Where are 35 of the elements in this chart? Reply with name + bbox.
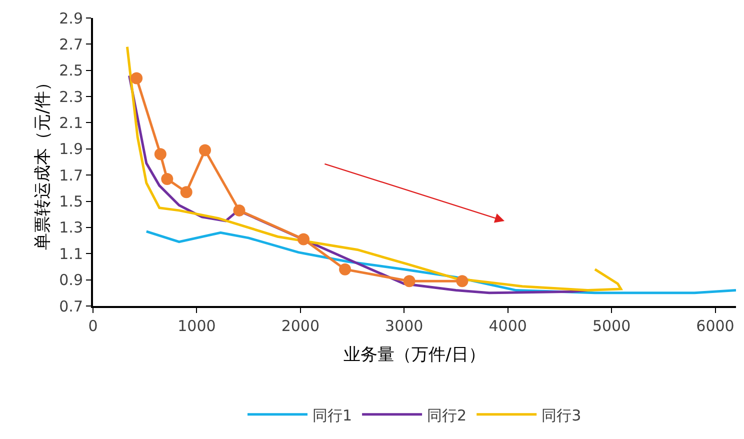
y-tick-label: 1.1	[59, 244, 83, 263]
y-tick-label: 1.7	[59, 166, 83, 184]
point	[339, 263, 352, 276]
legend-label: 同行1	[312, 406, 352, 424]
x-tick-label: 4000	[488, 317, 527, 335]
y-tick-label: 2.1	[59, 114, 83, 132]
x-axis-title: 业务量（万件/日）	[344, 344, 486, 365]
legend-label: 同行3	[542, 406, 582, 424]
point	[180, 186, 192, 198]
x-tick-label: 3000	[385, 317, 424, 335]
line-series	[126, 46, 622, 292]
x-tick-label: 5000	[592, 317, 631, 335]
x-tick-label: 0	[88, 317, 98, 335]
legend-label: 同行2	[427, 406, 467, 424]
x-tick-label: 2000	[281, 317, 320, 335]
y-tick-label: 2.5	[59, 62, 83, 80]
y-tick-label: 2.3	[59, 88, 83, 106]
point	[233, 204, 246, 216]
point	[456, 275, 468, 288]
point	[161, 173, 174, 186]
y-tick-label: 0.7	[59, 297, 83, 316]
y-tick-label: 1.9	[59, 140, 83, 158]
point	[298, 233, 310, 246]
point	[154, 148, 166, 160]
y-tick-label: 2.7	[59, 35, 83, 54]
point	[130, 72, 143, 84]
x-tick-label: 6000	[696, 317, 734, 335]
y-tick-label: 0.9	[59, 271, 83, 290]
point	[199, 144, 212, 156]
y-tick-label: 1.5	[59, 192, 83, 211]
y-tick-label: 1.3	[59, 218, 83, 237]
point	[403, 275, 416, 288]
y-tick-label: 2.9	[59, 9, 83, 28]
y-axis-title: 单票转运成本（元/件）	[33, 74, 54, 250]
x-tick-label: 1000	[178, 317, 216, 335]
